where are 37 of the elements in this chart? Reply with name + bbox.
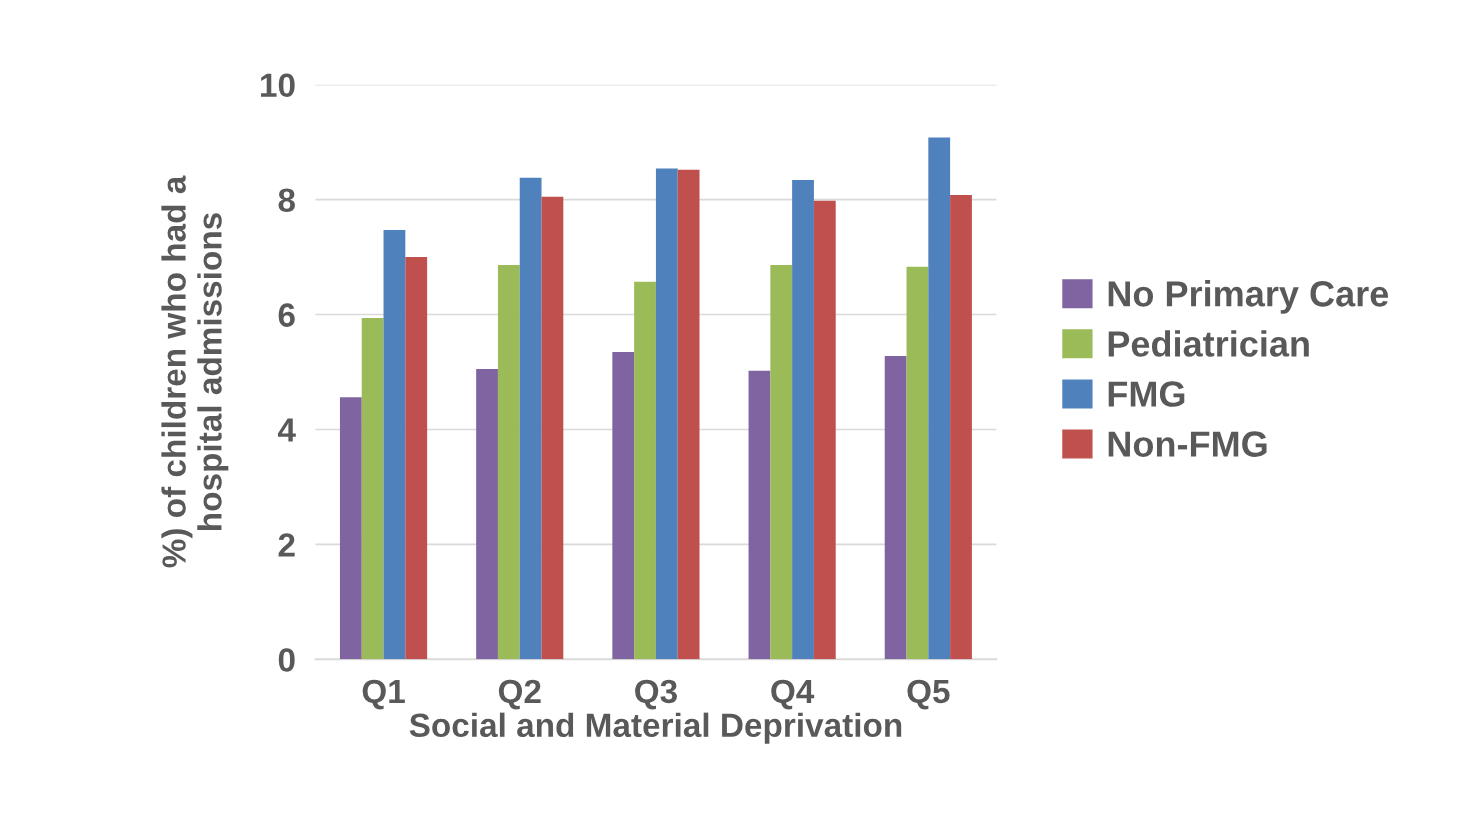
bar (677, 169, 700, 660)
bar (792, 180, 814, 660)
bar (813, 200, 836, 660)
y-tick-label: 2 (278, 533, 295, 557)
x-axis-title: Social and Material Deprivation (409, 712, 902, 744)
x-tick-label: Q4 (771, 679, 815, 710)
bar (884, 355, 907, 660)
x-tick-label: Q1 (362, 679, 405, 710)
bar (405, 257, 428, 660)
x-tick-label: Q5 (907, 679, 950, 710)
x-tick-label: Q3 (635, 679, 677, 710)
x-tick-label: Q2 (498, 679, 541, 710)
y-tick-label: 4 (277, 418, 296, 442)
y-tick-label: 6 (278, 303, 295, 327)
bar (541, 196, 564, 660)
legend-label: No Primary Care (1108, 280, 1389, 314)
bar (339, 397, 362, 660)
bar (519, 177, 542, 660)
bar (748, 370, 771, 660)
y-tick-label: 0 (278, 648, 295, 672)
y-tick-label: 10 (261, 73, 295, 98)
legend-label: Pediatrician (1108, 330, 1309, 357)
bar (383, 230, 406, 660)
bar (361, 317, 384, 660)
legend-label: Non-FMG (1108, 431, 1267, 457)
bar (770, 265, 793, 660)
bar (476, 369, 498, 660)
bar (655, 168, 678, 660)
bar (928, 137, 951, 660)
legend-label: FMG (1108, 381, 1185, 407)
bar (950, 195, 972, 660)
bar (497, 265, 520, 660)
y-axis-title: %) of children who had a hospital admissions (161, 175, 229, 568)
bar (906, 266, 929, 660)
bar (634, 281, 656, 660)
y-tick-label: 8 (278, 188, 295, 212)
bar (612, 351, 635, 660)
